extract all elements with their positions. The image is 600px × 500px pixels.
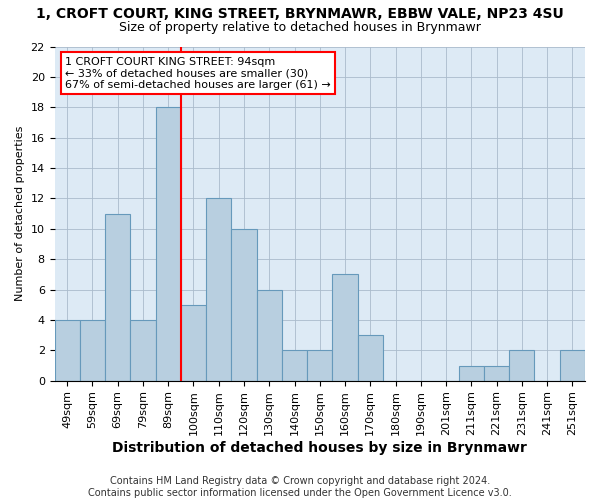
- Bar: [206, 198, 232, 380]
- Y-axis label: Number of detached properties: Number of detached properties: [15, 126, 25, 302]
- Bar: [105, 214, 130, 380]
- Text: 1 CROFT COURT KING STREET: 94sqm
← 33% of detached houses are smaller (30)
67% o: 1 CROFT COURT KING STREET: 94sqm ← 33% o…: [65, 56, 331, 90]
- Bar: [257, 290, 282, 380]
- Bar: [484, 366, 509, 380]
- Bar: [560, 350, 585, 380]
- Bar: [130, 320, 155, 380]
- Bar: [358, 335, 383, 380]
- Text: 1, CROFT COURT, KING STREET, BRYNMAWR, EBBW VALE, NP23 4SU: 1, CROFT COURT, KING STREET, BRYNMAWR, E…: [36, 8, 564, 22]
- Text: Size of property relative to detached houses in Brynmawr: Size of property relative to detached ho…: [119, 21, 481, 34]
- Bar: [458, 366, 484, 380]
- Bar: [509, 350, 535, 380]
- Bar: [232, 229, 257, 380]
- Bar: [181, 305, 206, 380]
- Bar: [332, 274, 358, 380]
- Bar: [55, 320, 80, 380]
- X-axis label: Distribution of detached houses by size in Brynmawr: Distribution of detached houses by size …: [112, 441, 527, 455]
- Bar: [80, 320, 105, 380]
- Text: Contains HM Land Registry data © Crown copyright and database right 2024.
Contai: Contains HM Land Registry data © Crown c…: [88, 476, 512, 498]
- Bar: [155, 108, 181, 380]
- Bar: [282, 350, 307, 380]
- Bar: [307, 350, 332, 380]
